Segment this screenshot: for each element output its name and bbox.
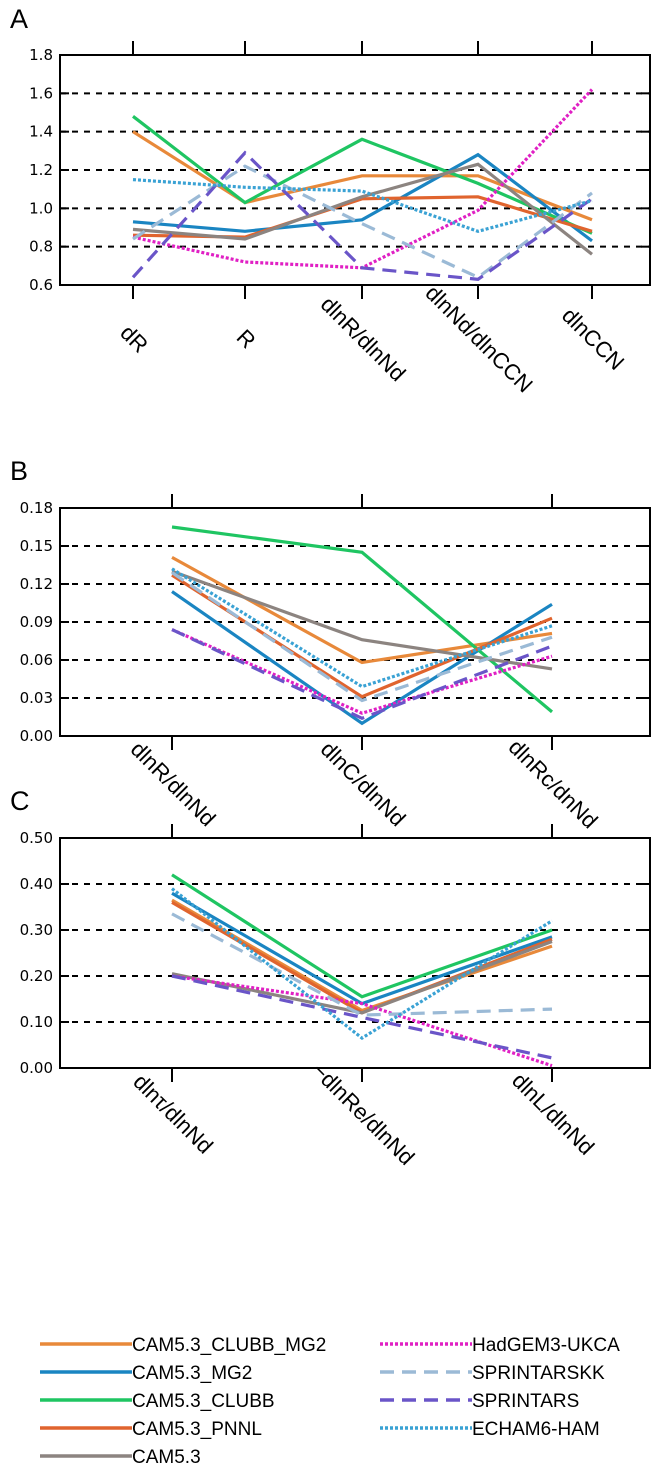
series-line bbox=[132, 130, 593, 222]
series-line bbox=[131, 150, 593, 281]
y-tick-label: 0.6 bbox=[29, 276, 53, 294]
series-line bbox=[171, 873, 553, 999]
legend: CAM5.3_CLUBB_MG2 CAM5.3_MG2 CAM5.3_CLUBB CA… bbox=[40, 1335, 620, 1466]
y-tick-label: 1.0 bbox=[29, 199, 53, 217]
series-line bbox=[171, 567, 553, 689]
legend-item: HadGEM3-UKCA bbox=[380, 1335, 620, 1356]
y-tick-label: 0.00 bbox=[20, 727, 53, 745]
x-category-label: dlnNd/dlnCCN bbox=[421, 280, 538, 397]
series-line bbox=[171, 974, 553, 1068]
legend-label: ECHAM6-HAM bbox=[472, 1419, 600, 1440]
legend-label: CAM5.3_CLUBB_MG2 bbox=[132, 1335, 326, 1356]
series-line bbox=[171, 940, 553, 1015]
y-tick-label: 0.12 bbox=[20, 575, 53, 593]
series-line bbox=[132, 164, 593, 280]
series-line bbox=[132, 115, 593, 235]
x-category-label: −dlnRe/dlnNd bbox=[307, 1058, 419, 1170]
x-category-label: dlnR/dlnNd bbox=[126, 736, 221, 831]
legend-item: SPRINTARSKK bbox=[380, 1363, 605, 1384]
legend-label: CAM5.3_CLUBB bbox=[132, 1391, 275, 1412]
series-line bbox=[171, 628, 553, 715]
legend-label: HadGEM3-UKCA bbox=[472, 1335, 620, 1356]
legend-label: SPRINTARSKK bbox=[472, 1363, 605, 1384]
x-category-label: dR bbox=[115, 320, 153, 358]
x-category-label: dlnRc/dnNd bbox=[504, 734, 603, 833]
y-tick-label: 0.20 bbox=[20, 967, 53, 985]
series-line bbox=[171, 974, 553, 1060]
series-line bbox=[132, 178, 593, 233]
series-line bbox=[132, 162, 593, 256]
y-tick-label: 0.10 bbox=[20, 1013, 53, 1031]
series-line bbox=[171, 887, 553, 1041]
series-line bbox=[171, 571, 553, 703]
legend-label: CAM5.3_PNNL bbox=[132, 1419, 262, 1440]
panel-B: B 0.00 0.03 0.06 0.09 0.12 0.15 0.18 dlnR/dlnNd d… bbox=[10, 456, 651, 833]
series-line bbox=[171, 525, 554, 714]
series-line bbox=[171, 898, 553, 1013]
y-tick-label: 1.6 bbox=[29, 84, 53, 102]
x-category-label: dlnCCN bbox=[557, 303, 629, 375]
y-tick-label: 0.15 bbox=[20, 537, 53, 555]
legend-item: ECHAM6-HAM bbox=[380, 1419, 600, 1440]
panel-letter: C bbox=[10, 786, 30, 816]
panel-letter: A bbox=[10, 4, 28, 34]
x-category-label: dlnR/dlnNd bbox=[316, 291, 411, 386]
legend-item: CAM5.3_MG2 bbox=[40, 1363, 252, 1384]
y-tick-label: 0.06 bbox=[20, 651, 53, 669]
series-line bbox=[171, 912, 553, 1017]
x-category-label: dlnL/dlnNd bbox=[507, 1068, 599, 1160]
y-tick-label: 0.50 bbox=[20, 829, 53, 847]
y-tick-label: 0.30 bbox=[20, 921, 53, 939]
y-tick-label: 0.18 bbox=[20, 499, 53, 517]
series-line bbox=[171, 628, 553, 721]
y-tick-label: 0.8 bbox=[29, 238, 53, 256]
y-tick-label: 1.2 bbox=[29, 161, 53, 179]
series-line bbox=[132, 88, 594, 270]
legend-label: CAM5.3 bbox=[132, 1447, 201, 1466]
plot-frame bbox=[59, 507, 651, 737]
y-tick-label: 1.8 bbox=[29, 46, 53, 64]
y-tick-label: 0.03 bbox=[20, 689, 53, 707]
x-category-label: dlnC/dlnNd bbox=[316, 736, 411, 831]
panel-letter: B bbox=[10, 456, 28, 486]
y-tick-label: 1.4 bbox=[29, 123, 53, 141]
y-tick-label: 0.00 bbox=[20, 1059, 53, 1077]
legend-label: CAM5.3_MG2 bbox=[132, 1363, 252, 1384]
panel-C: C 0.00 0.10 0.20 0.30 0.40 0.50 dlnτ/dlnNd −dlnR… bbox=[10, 786, 651, 1170]
plot-frame bbox=[59, 54, 651, 286]
y-tick-label: 0.09 bbox=[20, 613, 53, 631]
legend-label: SPRINTARS bbox=[472, 1391, 579, 1412]
legend-item: CAM5.3_CLUBB_MG2 bbox=[40, 1335, 326, 1356]
plot-frame bbox=[59, 837, 651, 1069]
x-category-label: dlnτ/dlnNd bbox=[128, 1069, 218, 1159]
legend-item: CAM5.3_CLUBB bbox=[40, 1391, 275, 1412]
legend-item: CAM5.3 bbox=[40, 1447, 201, 1466]
x-category-label: R bbox=[232, 324, 261, 353]
legend-item: CAM5.3_PNNL bbox=[40, 1419, 262, 1440]
series-line bbox=[132, 152, 593, 243]
legend-item: SPRINTARS bbox=[380, 1391, 579, 1412]
y-tick-label: 0.40 bbox=[20, 875, 53, 893]
